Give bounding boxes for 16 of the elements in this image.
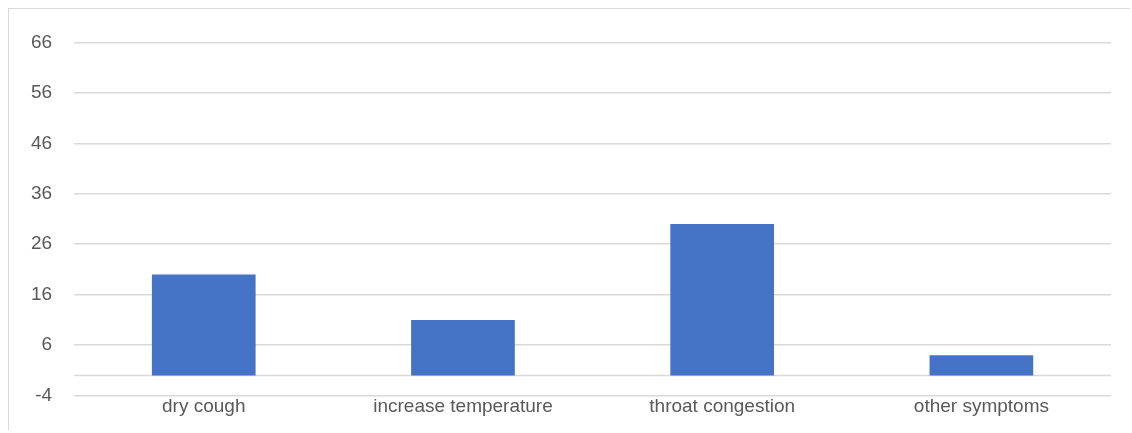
x-tick-label: other symptoms <box>913 395 1049 417</box>
bar <box>670 224 775 376</box>
bar <box>151 274 256 376</box>
y-tick-label: -4 <box>35 383 53 405</box>
y-tick-label: 26 <box>30 232 53 254</box>
y-tick-label: 36 <box>30 182 53 204</box>
y-tick-label: 16 <box>30 282 53 304</box>
y-tick-label: 56 <box>30 81 53 103</box>
x-tick-label: throat congestion <box>649 395 796 417</box>
y-tick-label: 46 <box>30 131 53 153</box>
bar <box>411 319 515 376</box>
x-tick-label: dry cough <box>162 395 246 417</box>
y-tick-label: 6 <box>41 333 53 355</box>
bar <box>929 355 1034 376</box>
x-tick-label: increase temperature <box>373 395 553 417</box>
y-tick-label: 66 <box>30 30 53 52</box>
